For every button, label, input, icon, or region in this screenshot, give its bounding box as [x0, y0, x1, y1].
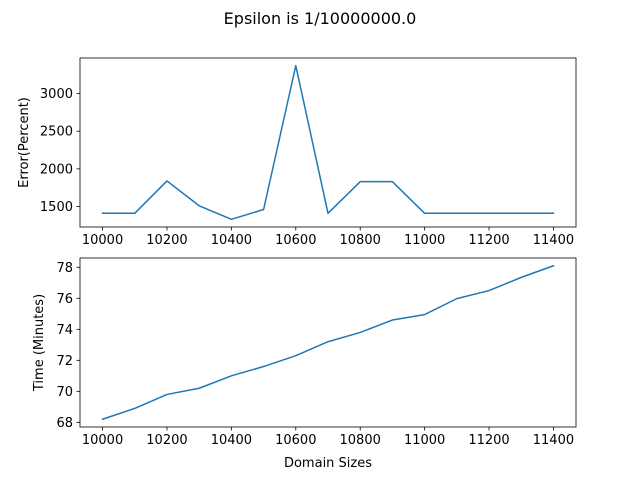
time-series-line-0 — [101, 264, 555, 421]
time-y-tick-label: 68 — [56, 416, 73, 431]
error-y-tick-label: 3000 — [40, 87, 73, 102]
error-x-tick-label: 10000 — [82, 233, 123, 248]
time-x-tick-label: 11400 — [533, 433, 574, 448]
error-y-tick-label: 2000 — [40, 162, 73, 177]
error-x-tick-label: 11000 — [404, 233, 445, 248]
error-axes-frame — [79, 57, 577, 228]
time-y-axis-label: Time (Minutes) — [32, 294, 47, 392]
time-x-axis-label: Domain Sizes — [284, 456, 372, 471]
time-y-tick-label: 70 — [56, 385, 73, 400]
time-y-tick-label: 72 — [56, 354, 73, 369]
error-x-tick-label: 10400 — [211, 233, 252, 248]
time-x-tick-label: 10400 — [211, 433, 252, 448]
error-x-tick-label: 10800 — [340, 233, 381, 248]
time-x-tick-label: 11000 — [404, 433, 445, 448]
time-x-tick-label: 11200 — [468, 433, 509, 448]
error-x-tick-label: 10600 — [275, 233, 316, 248]
time-x-tick-label: 10000 — [82, 433, 123, 448]
time-y-tick-label: 78 — [56, 261, 73, 276]
time-subplot: 10000 10200 10400 10600 10800 11000 11200 11400… — [32, 257, 577, 471]
error-x-tick-label: 11200 — [468, 233, 509, 248]
error-x-tick-label: 10200 — [146, 233, 187, 248]
error-x-tick-label: 11400 — [533, 233, 574, 248]
error-y-tick-label: 2500 — [40, 125, 73, 140]
time-y-tick-label: 74 — [56, 323, 73, 338]
time-axes-frame — [79, 257, 577, 428]
error-subplot: 10000 10200 10400 10600 10800 11000 11200 11400… — [17, 57, 577, 248]
error-y-axis-label: Error(Percent) — [17, 97, 32, 188]
error-y-tick-label: 1500 — [40, 200, 73, 215]
time-x-tick-label: 10800 — [340, 433, 381, 448]
error-series-line-0 — [101, 64, 555, 221]
time-x-tick-label: 10600 — [275, 433, 316, 448]
time-x-tick-label: 10200 — [146, 433, 187, 448]
time-y-tick-label: 76 — [56, 292, 73, 307]
figure-suptitle: Epsilon is 1/10000000.0 — [224, 9, 417, 28]
